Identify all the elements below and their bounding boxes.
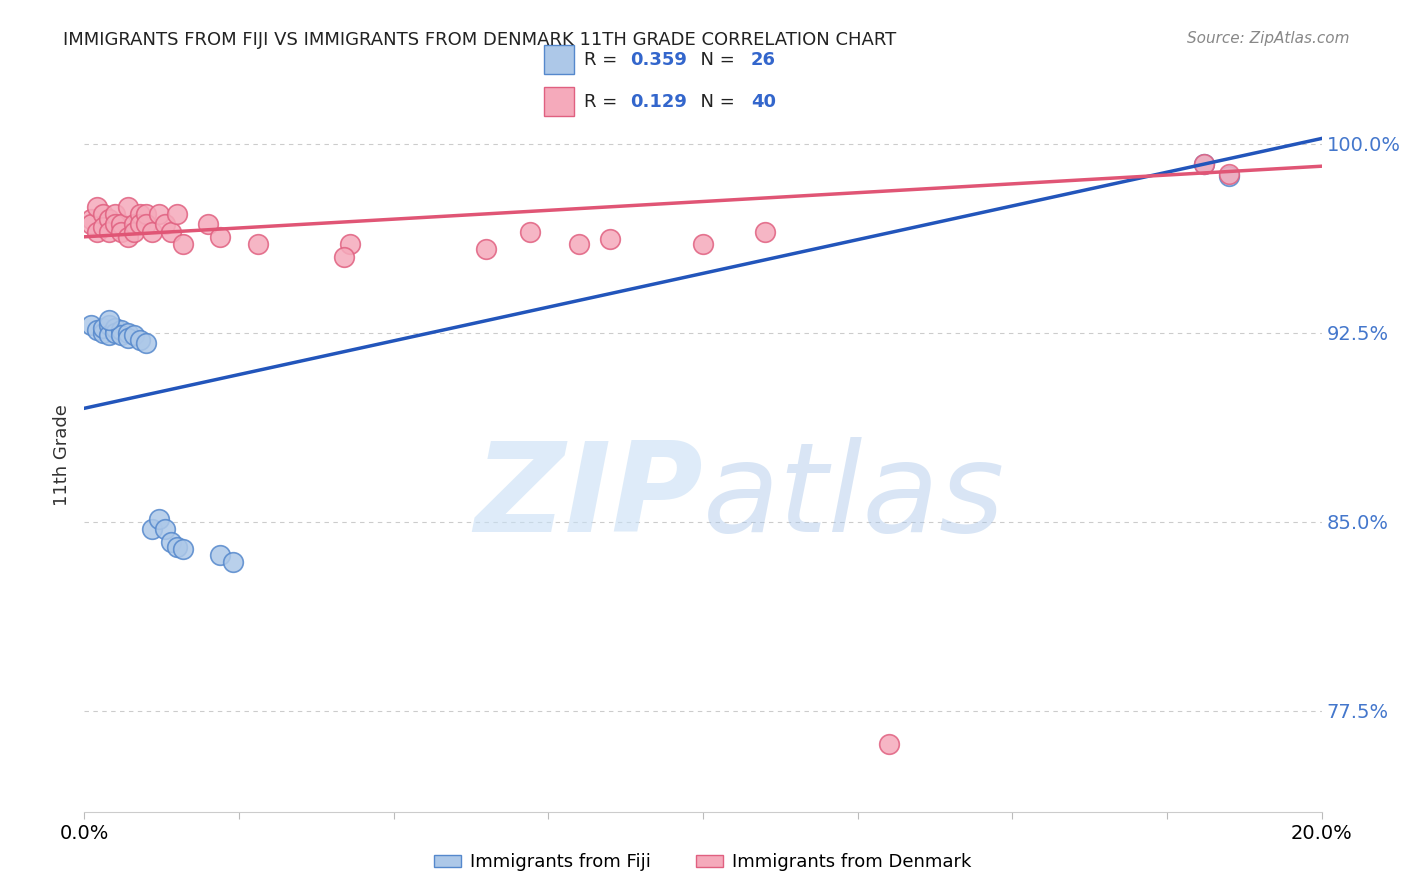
Point [104, 320, 127, 334]
Point [129, 207, 152, 221]
Point [104, 326, 127, 340]
Point [1192, 156, 1215, 170]
Point [475, 243, 498, 257]
Point [141, 225, 163, 239]
Point [117, 229, 139, 244]
Point [86, 225, 108, 239]
Point [160, 225, 183, 239]
Text: 0.359: 0.359 [630, 51, 688, 69]
Point [141, 522, 163, 536]
FancyBboxPatch shape [544, 45, 575, 74]
Point [117, 200, 139, 214]
Point [98, 313, 121, 327]
Point [98, 318, 121, 332]
Point [166, 207, 188, 221]
Point [153, 522, 176, 536]
FancyBboxPatch shape [544, 87, 575, 116]
Point [339, 237, 361, 252]
Text: ZIP: ZIP [474, 437, 703, 558]
Text: N =: N = [689, 93, 741, 111]
Point [86, 323, 108, 337]
Point [148, 512, 170, 526]
Point [91, 207, 114, 221]
Point [98, 225, 121, 239]
Point [1218, 169, 1240, 184]
Text: 40: 40 [751, 93, 776, 111]
Point [104, 217, 127, 231]
Text: 26: 26 [751, 51, 776, 69]
Point [117, 331, 139, 345]
Point [519, 225, 541, 239]
Point [754, 225, 776, 239]
Point [599, 232, 621, 246]
Text: atlas: atlas [703, 437, 1005, 558]
Point [166, 540, 188, 554]
Point [135, 335, 157, 350]
Point [98, 328, 121, 343]
Text: R =: R = [583, 51, 623, 69]
Point [148, 207, 170, 221]
Point [877, 737, 900, 751]
Point [333, 250, 356, 264]
Point [98, 212, 121, 227]
Point [1218, 167, 1240, 181]
Point [86, 200, 108, 214]
Point [246, 237, 269, 252]
Point [568, 237, 591, 252]
Point [110, 328, 132, 343]
Point [160, 535, 183, 549]
Point [110, 323, 132, 337]
Point [692, 237, 714, 252]
Point [209, 548, 232, 562]
Point [129, 217, 152, 231]
Point [110, 225, 132, 239]
Point [110, 217, 132, 231]
Point [117, 326, 139, 340]
Text: N =: N = [689, 51, 741, 69]
Point [122, 328, 145, 343]
Point [172, 542, 194, 557]
Point [153, 217, 176, 231]
Point [122, 225, 145, 239]
Point [79, 318, 101, 332]
Text: 0.129: 0.129 [630, 93, 688, 111]
Point [172, 237, 194, 252]
Point [91, 219, 114, 234]
Point [209, 229, 232, 244]
Text: IMMIGRANTS FROM FIJI VS IMMIGRANTS FROM DENMARK 11TH GRADE CORRELATION CHART: IMMIGRANTS FROM FIJI VS IMMIGRANTS FROM … [63, 31, 897, 49]
Point [79, 212, 101, 227]
Point [135, 217, 157, 231]
Point [122, 217, 145, 231]
Point [135, 207, 157, 221]
Y-axis label: 11th Grade: 11th Grade [53, 404, 72, 506]
Point [1192, 156, 1215, 170]
Point [197, 217, 219, 231]
Point [104, 207, 127, 221]
Point [91, 320, 114, 334]
Text: R =: R = [583, 93, 623, 111]
Point [222, 555, 245, 569]
Point [79, 217, 101, 231]
Text: Source: ZipAtlas.com: Source: ZipAtlas.com [1187, 31, 1350, 46]
Point [91, 326, 114, 340]
Point [129, 333, 152, 347]
Legend: Immigrants from Fiji, Immigrants from Denmark: Immigrants from Fiji, Immigrants from De… [427, 847, 979, 879]
